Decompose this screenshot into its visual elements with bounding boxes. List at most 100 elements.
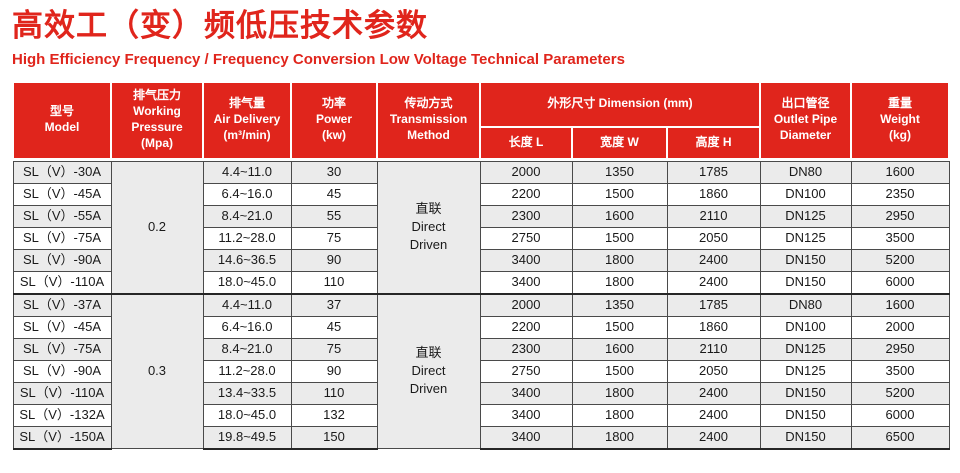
model-cell: SL（V）-75A <box>12 226 112 250</box>
header-row-sub: 长度 L 宽度 W 高度 H <box>13 125 949 158</box>
col-header-weight-unit: (kg) <box>889 128 911 143</box>
power-cell: 90 <box>290 248 378 272</box>
length-cell: 2300 <box>479 204 573 228</box>
weight-cell: 2950 <box>850 204 950 228</box>
col-header-power-en: Power <box>315 112 352 127</box>
air-delivery-cell: 14.6~36.5 <box>202 248 292 272</box>
weight-cell: 6500 <box>850 425 950 450</box>
power-cell: 45 <box>290 182 378 206</box>
transmission-cell: 直联 Direct Driven <box>376 160 481 295</box>
outlet-pipe-cell: DN100 <box>759 182 852 206</box>
col-header-air-delivery: 排气量 Air Delivery (m³/min) <box>202 82 292 158</box>
model-cell: SL（V）-75A <box>12 337 112 361</box>
outlet-pipe-cell: DN150 <box>759 403 852 427</box>
table-row: SL（V）-75A 8.4~21.0 75 2300 1600 2110 DN125 2950 <box>12 337 950 361</box>
table-row: SL（V）-150A 19.8~49.5 150 3400 1800 2400 DN150 6… <box>12 425 950 450</box>
width-cell: 1350 <box>571 160 668 184</box>
col-header-power-zh: 功率 <box>321 96 346 111</box>
outlet-pipe-cell: DN100 <box>759 315 852 339</box>
col-header-weight: 重量 Weight (kg) <box>850 82 950 158</box>
width-cell: 1800 <box>571 425 668 450</box>
transmission-cell-line: 直联 <box>415 201 442 217</box>
height-cell: 2050 <box>666 226 761 250</box>
col-header-weight-zh: 重量 <box>887 96 912 111</box>
power-cell: 110 <box>290 270 378 295</box>
model-cell: SL（V）-90A <box>12 248 112 272</box>
weight-cell: 3500 <box>850 226 950 250</box>
col-header-outlet-en1: Outlet Pipe <box>773 112 838 127</box>
table-row: SL（V）-45A 6.4~16.0 45 2200 1500 1860 DN100 2350 <box>12 182 950 206</box>
power-cell: 37 <box>290 292 378 317</box>
col-header-height: 高度 H <box>666 125 761 158</box>
model-cell: SL（V）-150A <box>12 425 112 450</box>
outlet-pipe-cell: DN125 <box>759 226 852 250</box>
model-cell: SL（V）-90A <box>12 359 112 383</box>
col-header-weight-en: Weight <box>880 112 920 127</box>
table-row: SL（V）-132A 18.0~45.0 132 3400 1800 2400 DN150 6… <box>12 403 950 427</box>
transmission-cell-line: Direct <box>411 363 446 379</box>
outlet-pipe-cell: DN125 <box>759 337 852 361</box>
table-row: SL（V）-37A 0.3 4.4~11.0 37 直联 Direct Driven 2000… <box>12 292 950 450</box>
outlet-pipe-cell: DN125 <box>759 204 852 228</box>
height-cell: 1860 <box>666 315 761 339</box>
col-header-air-zh: 排气量 <box>228 96 265 111</box>
air-delivery-cell: 8.4~21.0 <box>202 337 292 361</box>
col-header-transmission: 传动方式 Transmission Method <box>376 82 481 158</box>
transmission-cell-line: Direct <box>411 219 446 235</box>
col-header-power-unit: (kw) <box>322 128 346 143</box>
height-cell: 1785 <box>666 292 761 317</box>
length-cell: 2750 <box>479 226 573 250</box>
header-row-main: 型号 Model 排气压力 Working Pressure (Mpa) 排气量… <box>12 82 950 158</box>
width-cell: 1500 <box>571 315 668 339</box>
height-cell: 2400 <box>666 248 761 272</box>
power-cell: 30 <box>290 160 378 184</box>
table-row: SL（V）-90A 14.6~36.5 90 3400 1800 2400 DN150 520… <box>12 248 950 272</box>
height-cell: 1860 <box>666 182 761 206</box>
col-header-transmission-en2: Method <box>407 128 450 143</box>
width-cell: 1800 <box>571 403 668 427</box>
transmission-cell: 直联 Direct Driven <box>376 292 481 450</box>
model-cell: SL（V）-132A <box>12 403 112 427</box>
width-cell: 1800 <box>571 248 668 272</box>
power-cell: 75 <box>290 337 378 361</box>
page: 高效工（变）频低压技术参数 High Efficiency Frequency … <box>12 8 950 450</box>
power-cell: 110 <box>290 381 378 405</box>
length-cell: 2300 <box>479 337 573 361</box>
table-row: SL（V）-110A 18.0~45.0 110 3400 1800 2400 DN150 6… <box>12 270 950 295</box>
model-cell: SL（V）-30A <box>12 160 112 184</box>
col-header-pressure-unit: (Mpa) <box>141 135 173 150</box>
height-cell: 2400 <box>666 403 761 427</box>
height-cell: 2400 <box>666 425 761 450</box>
air-delivery-cell: 18.0~45.0 <box>202 403 292 427</box>
col-header-model-zh: 型号 <box>49 104 74 119</box>
col-header-outlet-en2: Diameter <box>779 128 832 143</box>
col-header-dimension-label: 外形尺寸 Dimension (mm) <box>547 96 693 111</box>
page-title: 高效工（变）频低压技术参数 <box>12 8 428 43</box>
model-cell: SL（V）-110A <box>12 270 112 295</box>
power-cell: 75 <box>290 226 378 250</box>
weight-cell: 5200 <box>850 381 950 405</box>
page-subtitle: High Efficiency Frequency / Frequency Co… <box>12 50 625 68</box>
air-delivery-cell: 4.4~11.0 <box>202 292 292 317</box>
table-row: SL（V）-45A 6.4~16.0 45 2200 1500 1860 DN100 2000 <box>12 315 950 339</box>
length-cell: 2750 <box>479 359 573 383</box>
weight-cell: 1600 <box>850 292 950 317</box>
length-cell: 2200 <box>479 315 573 339</box>
model-cell: SL（V）-37A <box>12 292 112 317</box>
power-cell: 150 <box>290 425 378 450</box>
model-cell: SL（V）-110A <box>12 381 112 405</box>
height-cell: 2050 <box>666 359 761 383</box>
transmission-cell-line: Driven <box>409 381 448 397</box>
weight-cell: 3500 <box>850 359 950 383</box>
col-header-pressure-en2: Pressure <box>131 120 183 135</box>
power-cell: 55 <box>290 204 378 228</box>
air-delivery-cell: 8.4~21.0 <box>202 204 292 228</box>
width-cell: 1500 <box>571 359 668 383</box>
col-header-model: 型号 Model <box>12 82 112 158</box>
weight-cell: 1600 <box>850 160 950 184</box>
outlet-pipe-cell: DN80 <box>759 292 852 317</box>
model-cell: SL（V）-45A <box>12 315 112 339</box>
width-cell: 1800 <box>571 381 668 405</box>
power-cell: 45 <box>290 315 378 339</box>
air-delivery-cell: 11.2~28.0 <box>202 226 292 250</box>
